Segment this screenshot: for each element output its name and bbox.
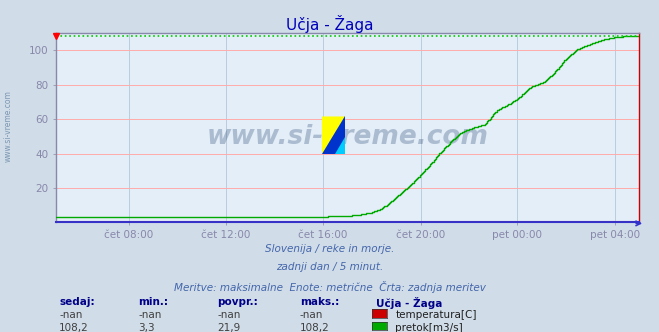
Text: temperatura[C]: temperatura[C] — [395, 310, 477, 320]
Text: www.si-vreme.com: www.si-vreme.com — [3, 90, 13, 162]
Polygon shape — [322, 117, 345, 154]
Text: -nan: -nan — [217, 310, 241, 320]
Text: 108,2: 108,2 — [300, 323, 330, 332]
Text: maks.:: maks.: — [300, 297, 339, 307]
Text: 3,3: 3,3 — [138, 323, 155, 332]
Text: sedaj:: sedaj: — [59, 297, 95, 307]
Text: povpr.:: povpr.: — [217, 297, 258, 307]
Text: 21,9: 21,9 — [217, 323, 241, 332]
Text: -nan: -nan — [138, 310, 161, 320]
Polygon shape — [335, 137, 345, 154]
Text: zadnji dan / 5 minut.: zadnji dan / 5 minut. — [276, 262, 383, 272]
Text: www.si-vreme.com: www.si-vreme.com — [207, 124, 488, 150]
Text: pretok[m3/s]: pretok[m3/s] — [395, 323, 463, 332]
Text: Meritve: maksimalne  Enote: metrične  Črta: zadnja meritev: Meritve: maksimalne Enote: metrične Črta… — [173, 281, 486, 292]
Text: -nan: -nan — [59, 310, 82, 320]
Text: -nan: -nan — [300, 310, 323, 320]
Text: Učja - Žaga: Učja - Žaga — [376, 297, 442, 309]
Text: Učja - Žaga: Učja - Žaga — [286, 15, 373, 33]
Text: 108,2: 108,2 — [59, 323, 89, 332]
Text: min.:: min.: — [138, 297, 169, 307]
Text: Slovenija / reke in morje.: Slovenija / reke in morje. — [265, 244, 394, 254]
Polygon shape — [322, 117, 345, 154]
